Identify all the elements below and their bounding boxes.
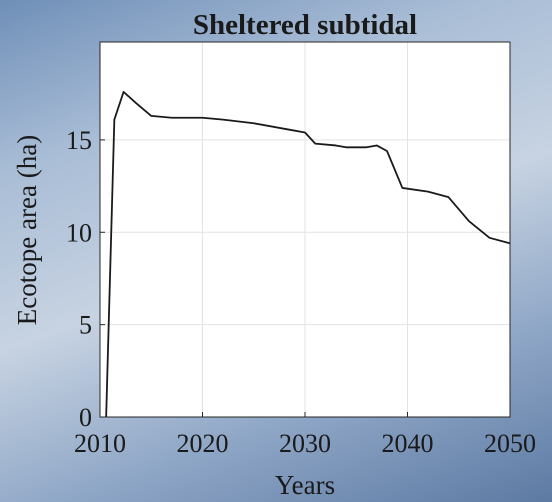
x-tick-label: 2040 [382,429,434,458]
y-tick-label: 15 [66,126,92,155]
chart-title: Sheltered subtidal [193,9,417,41]
x-tick-label: 2050 [484,429,536,458]
chart: Sheltered subtidal Years Ecotope area (h… [0,0,552,502]
x-axis-label: Years [275,470,335,500]
y-axis-label: Ecotope area (ha) [12,135,42,325]
x-tick-label: 2020 [177,429,229,458]
y-tick-label: 0 [79,403,92,432]
page: {"chart_data": {"type": "line", "title":… [0,0,552,502]
x-tick-label: 2030 [279,429,331,458]
y-tick-label: 5 [79,311,92,340]
x-tick-label: 2010 [74,429,126,458]
y-tick-label: 10 [66,218,92,247]
